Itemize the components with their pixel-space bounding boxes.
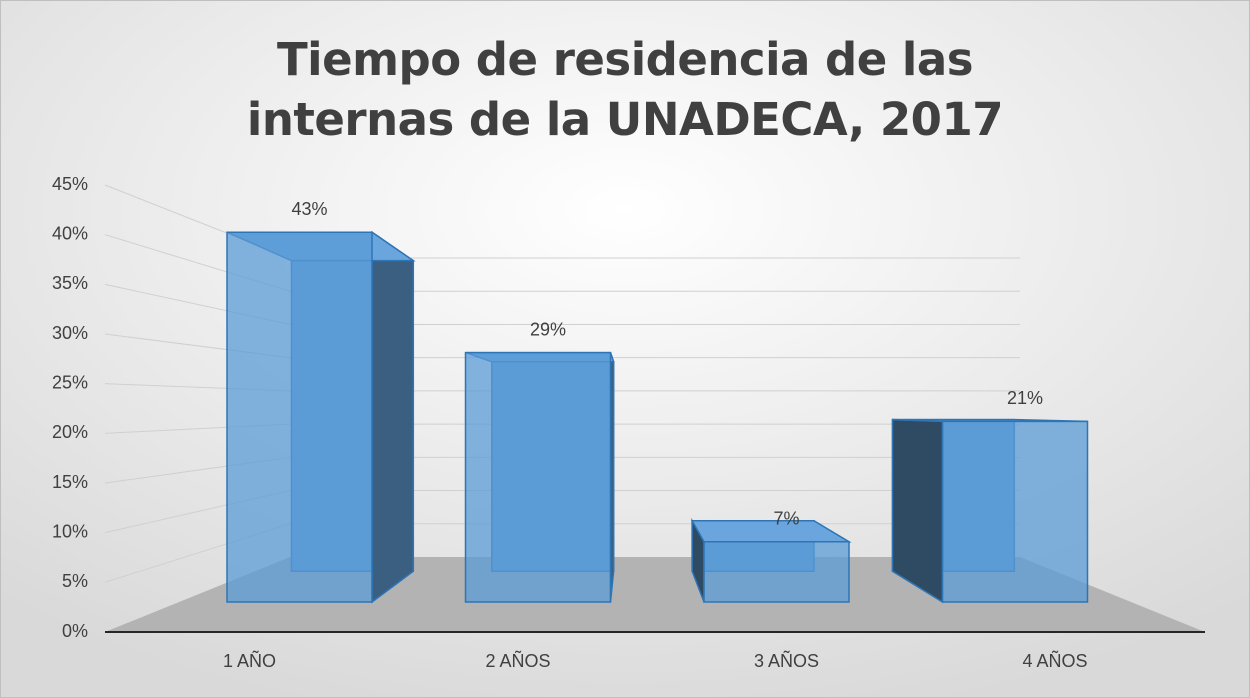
y-tick-label: 10% — [52, 521, 88, 541]
bar — [891, 418, 1089, 604]
bar-front — [226, 231, 373, 603]
data-label: 7% — [773, 509, 799, 529]
data-label: 29% — [530, 319, 566, 339]
y-tick-label: 0% — [62, 621, 88, 641]
y-tick-label: 30% — [52, 323, 88, 343]
bar — [690, 517, 852, 603]
data-label: 21% — [1007, 388, 1043, 408]
y-tick-label: 5% — [62, 571, 88, 591]
y-tick-label: 20% — [52, 422, 88, 442]
bar-front — [464, 351, 612, 603]
bar — [464, 351, 615, 603]
x-tick-label: 3 AÑOS — [754, 650, 819, 671]
y-tick-label: 40% — [52, 223, 88, 243]
y-tick-label: 35% — [52, 273, 88, 293]
x-tick-label: 1 AÑO — [223, 650, 276, 671]
bar-front — [703, 541, 850, 603]
y-tick-label: 45% — [52, 174, 88, 194]
bar-side — [371, 230, 415, 604]
bar-side — [891, 418, 944, 604]
bar — [226, 230, 416, 604]
chart-title: Tiempo de residencia de las internas de … — [246, 33, 1004, 146]
x-tick-label: 4 AÑOS — [1022, 650, 1087, 671]
x-tick-label: 2 AÑOS — [485, 650, 550, 671]
bar-front — [941, 420, 1089, 603]
y-tick-label: 15% — [52, 472, 88, 492]
y-tick-label: 25% — [52, 372, 88, 392]
data-label: 43% — [291, 199, 327, 219]
